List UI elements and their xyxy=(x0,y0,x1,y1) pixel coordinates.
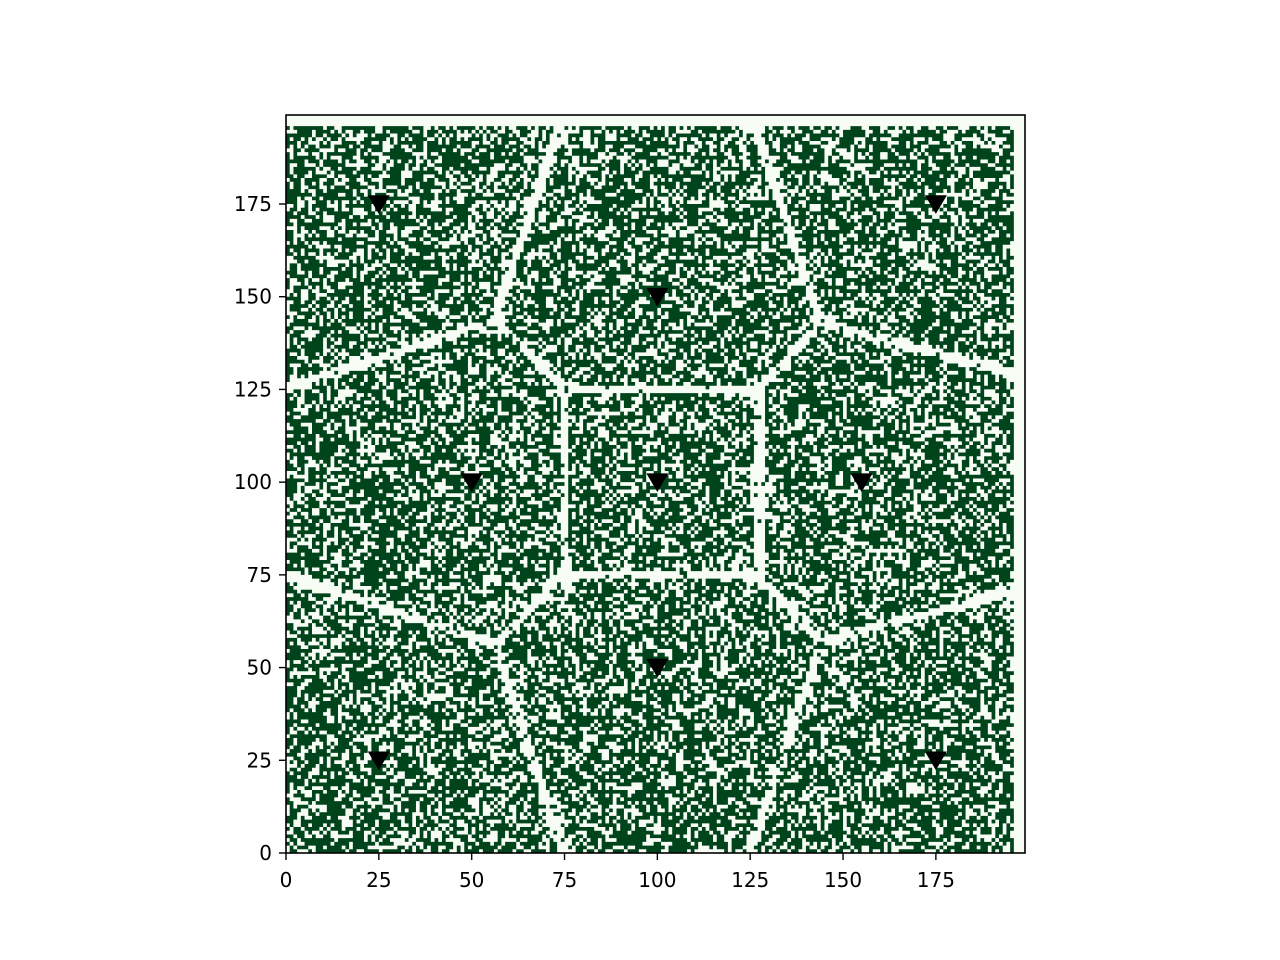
y-tick-label: 25 xyxy=(247,748,272,772)
x-tick-label: 0 xyxy=(280,868,293,892)
y-tick-label: 175 xyxy=(234,192,272,216)
y-tick-label: 100 xyxy=(234,470,272,494)
y-axis: 0 25 50 75 100 125 150 175 xyxy=(234,192,286,865)
x-tick-label: 75 xyxy=(552,868,577,892)
axes-frame xyxy=(285,114,1026,854)
x-tick-label: 100 xyxy=(638,868,676,892)
x-tick-label: 175 xyxy=(917,868,955,892)
x-tick-label: 25 xyxy=(366,868,391,892)
markers xyxy=(367,195,947,771)
marker-point-8 xyxy=(924,751,947,771)
x-tick-label: 50 xyxy=(459,868,484,892)
marker-point-4 xyxy=(646,473,669,493)
y-tick-label: 0 xyxy=(259,841,272,865)
marker-point-5 xyxy=(850,473,873,493)
y-tick-label: 125 xyxy=(234,377,272,401)
marker-point-3 xyxy=(460,473,483,493)
heatmap-cells xyxy=(286,126,1014,853)
x-tick-label: 150 xyxy=(824,868,862,892)
plot-area xyxy=(286,115,1025,853)
marker-point-6 xyxy=(646,658,669,678)
marker-point-2 xyxy=(646,287,669,307)
marker-point-1 xyxy=(924,195,947,214)
y-tick-label: 150 xyxy=(234,285,272,309)
x-tick-label: 125 xyxy=(731,868,769,892)
y-tick-label: 75 xyxy=(247,563,272,587)
y-tick-label: 50 xyxy=(247,656,272,680)
marker-point-7 xyxy=(367,751,390,771)
marker-point-0 xyxy=(367,195,390,214)
x-axis: 0 25 50 75 100 125 150 175 xyxy=(280,853,955,892)
